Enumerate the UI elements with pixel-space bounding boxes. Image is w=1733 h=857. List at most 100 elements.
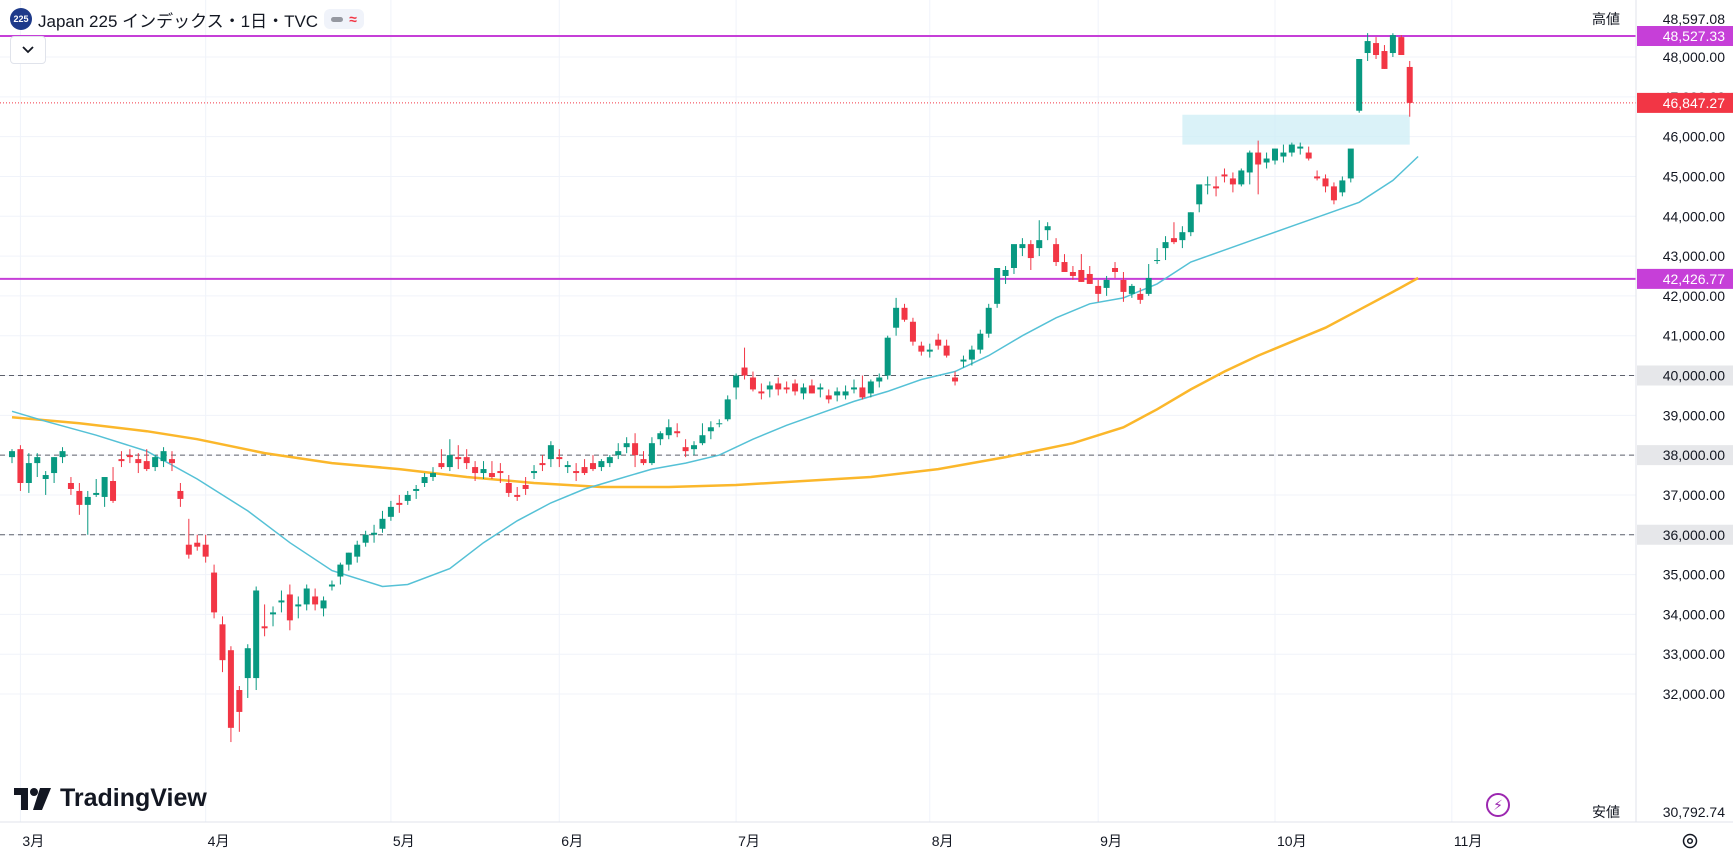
candle-body (589, 463, 596, 470)
candle-body (1389, 35, 1396, 54)
candle-body (632, 443, 639, 456)
candle-body (1002, 269, 1009, 276)
candle (1128, 283, 1135, 298)
candle (926, 343, 933, 358)
candle (463, 449, 470, 470)
chart-title[interactable]: Japan 225 インデックス・1日・TVC (38, 11, 319, 31)
candle-body (1078, 269, 1085, 282)
candle (514, 486, 521, 501)
candle (699, 423, 706, 446)
price-axis[interactable]: 48,000.0047,000.0046,000.0045,000.0044,0… (1592, 0, 1733, 857)
candle-body (1221, 174, 1228, 177)
ma-long-line (11, 276, 1419, 489)
candle (556, 449, 563, 468)
tradingview-logo[interactable]: TradingView (14, 784, 207, 813)
candle-body (34, 457, 41, 464)
candle (1330, 182, 1337, 205)
price-tag-bg (1637, 268, 1733, 289)
candle (278, 590, 285, 613)
candle-body (101, 477, 108, 497)
candle-body (926, 349, 933, 352)
candle-body (1263, 158, 1270, 163)
candle-body (657, 433, 664, 440)
candle (177, 482, 184, 507)
x-tick-label: 11月 (1454, 833, 1483, 849)
candle-body (1069, 271, 1076, 276)
candle (480, 461, 487, 480)
candle-body (1145, 277, 1152, 294)
candle (253, 586, 260, 691)
candle (1314, 170, 1321, 181)
candle (943, 339, 950, 358)
candle (1339, 176, 1346, 197)
candle (1305, 146, 1312, 161)
candle-body (716, 423, 723, 425)
candle (1406, 60, 1413, 117)
y-tick-label: 39,000.00 (1663, 407, 1725, 423)
y-tick-label: 35,000.00 (1663, 567, 1725, 583)
candle (817, 383, 824, 398)
candle (1373, 37, 1380, 59)
candle (522, 477, 529, 495)
candle-body (901, 307, 908, 320)
candle-body (1246, 152, 1253, 173)
price-tag-label: 42,426.77 (1663, 271, 1725, 287)
candle (876, 373, 883, 388)
candle (110, 467, 117, 503)
candle-body (286, 594, 293, 621)
chart-header: 225 Japan 225 インデックス・1日・TVC ≈ (10, 8, 364, 31)
candle-body (775, 383, 782, 390)
candle-body (194, 542, 201, 547)
candle-body (25, 463, 32, 483)
candle (84, 490, 91, 535)
candle-body (1053, 244, 1060, 263)
candle (396, 494, 403, 513)
candle-body (59, 451, 66, 458)
candle (1061, 254, 1068, 272)
y-tick-label: 32,000.00 (1663, 686, 1725, 702)
candle (1137, 287, 1144, 304)
candle-body (110, 481, 117, 501)
price-tag-bg (1637, 26, 1733, 47)
candle-body (985, 307, 992, 334)
candle-body (497, 471, 504, 474)
candle-body (1272, 148, 1278, 161)
lightning-icon[interactable]: ⚡ (1486, 793, 1510, 817)
candle (1145, 264, 1152, 296)
candle (682, 439, 689, 458)
candle-body (1280, 152, 1287, 157)
candle-body (842, 391, 849, 396)
collapse-legend-button[interactable] (10, 36, 46, 64)
candle-body (387, 506, 394, 517)
candle (59, 447, 66, 464)
candle (1086, 266, 1093, 284)
highlight-zone[interactable] (1182, 114, 1410, 145)
candle (1010, 244, 1017, 274)
candle-body (749, 377, 756, 390)
gear-icon[interactable] (1680, 831, 1700, 851)
candle-body (1170, 238, 1177, 243)
candle-body (1364, 41, 1371, 54)
y-tick-labels: 48,000.0047,000.0046,000.0045,000.0044,0… (1663, 49, 1725, 702)
candle (707, 421, 714, 440)
time-axis[interactable]: 3月 4月 5月 6月 7月 8月 9月 10月 11月 (0, 821, 1733, 849)
candle-body (118, 459, 125, 462)
low-value: 30,792.74 (1663, 804, 1725, 820)
tradingview-logo-icon (14, 787, 51, 810)
candle-body (345, 552, 352, 565)
candle (387, 500, 394, 521)
candle-body (960, 359, 967, 362)
candle-body (724, 399, 731, 420)
candle (328, 580, 335, 591)
candle-body (1238, 170, 1245, 185)
candle (446, 439, 453, 472)
symbol-badge[interactable]: 225 (10, 8, 32, 30)
candle-body (1112, 268, 1119, 272)
status-pill[interactable]: ≈ (324, 9, 364, 29)
candle-body (93, 492, 100, 495)
price-tag-bg (1637, 445, 1733, 466)
candle (118, 451, 125, 468)
x-tick-label: 5月 (393, 833, 415, 849)
y-tick-label: 33,000.00 (1663, 646, 1725, 662)
